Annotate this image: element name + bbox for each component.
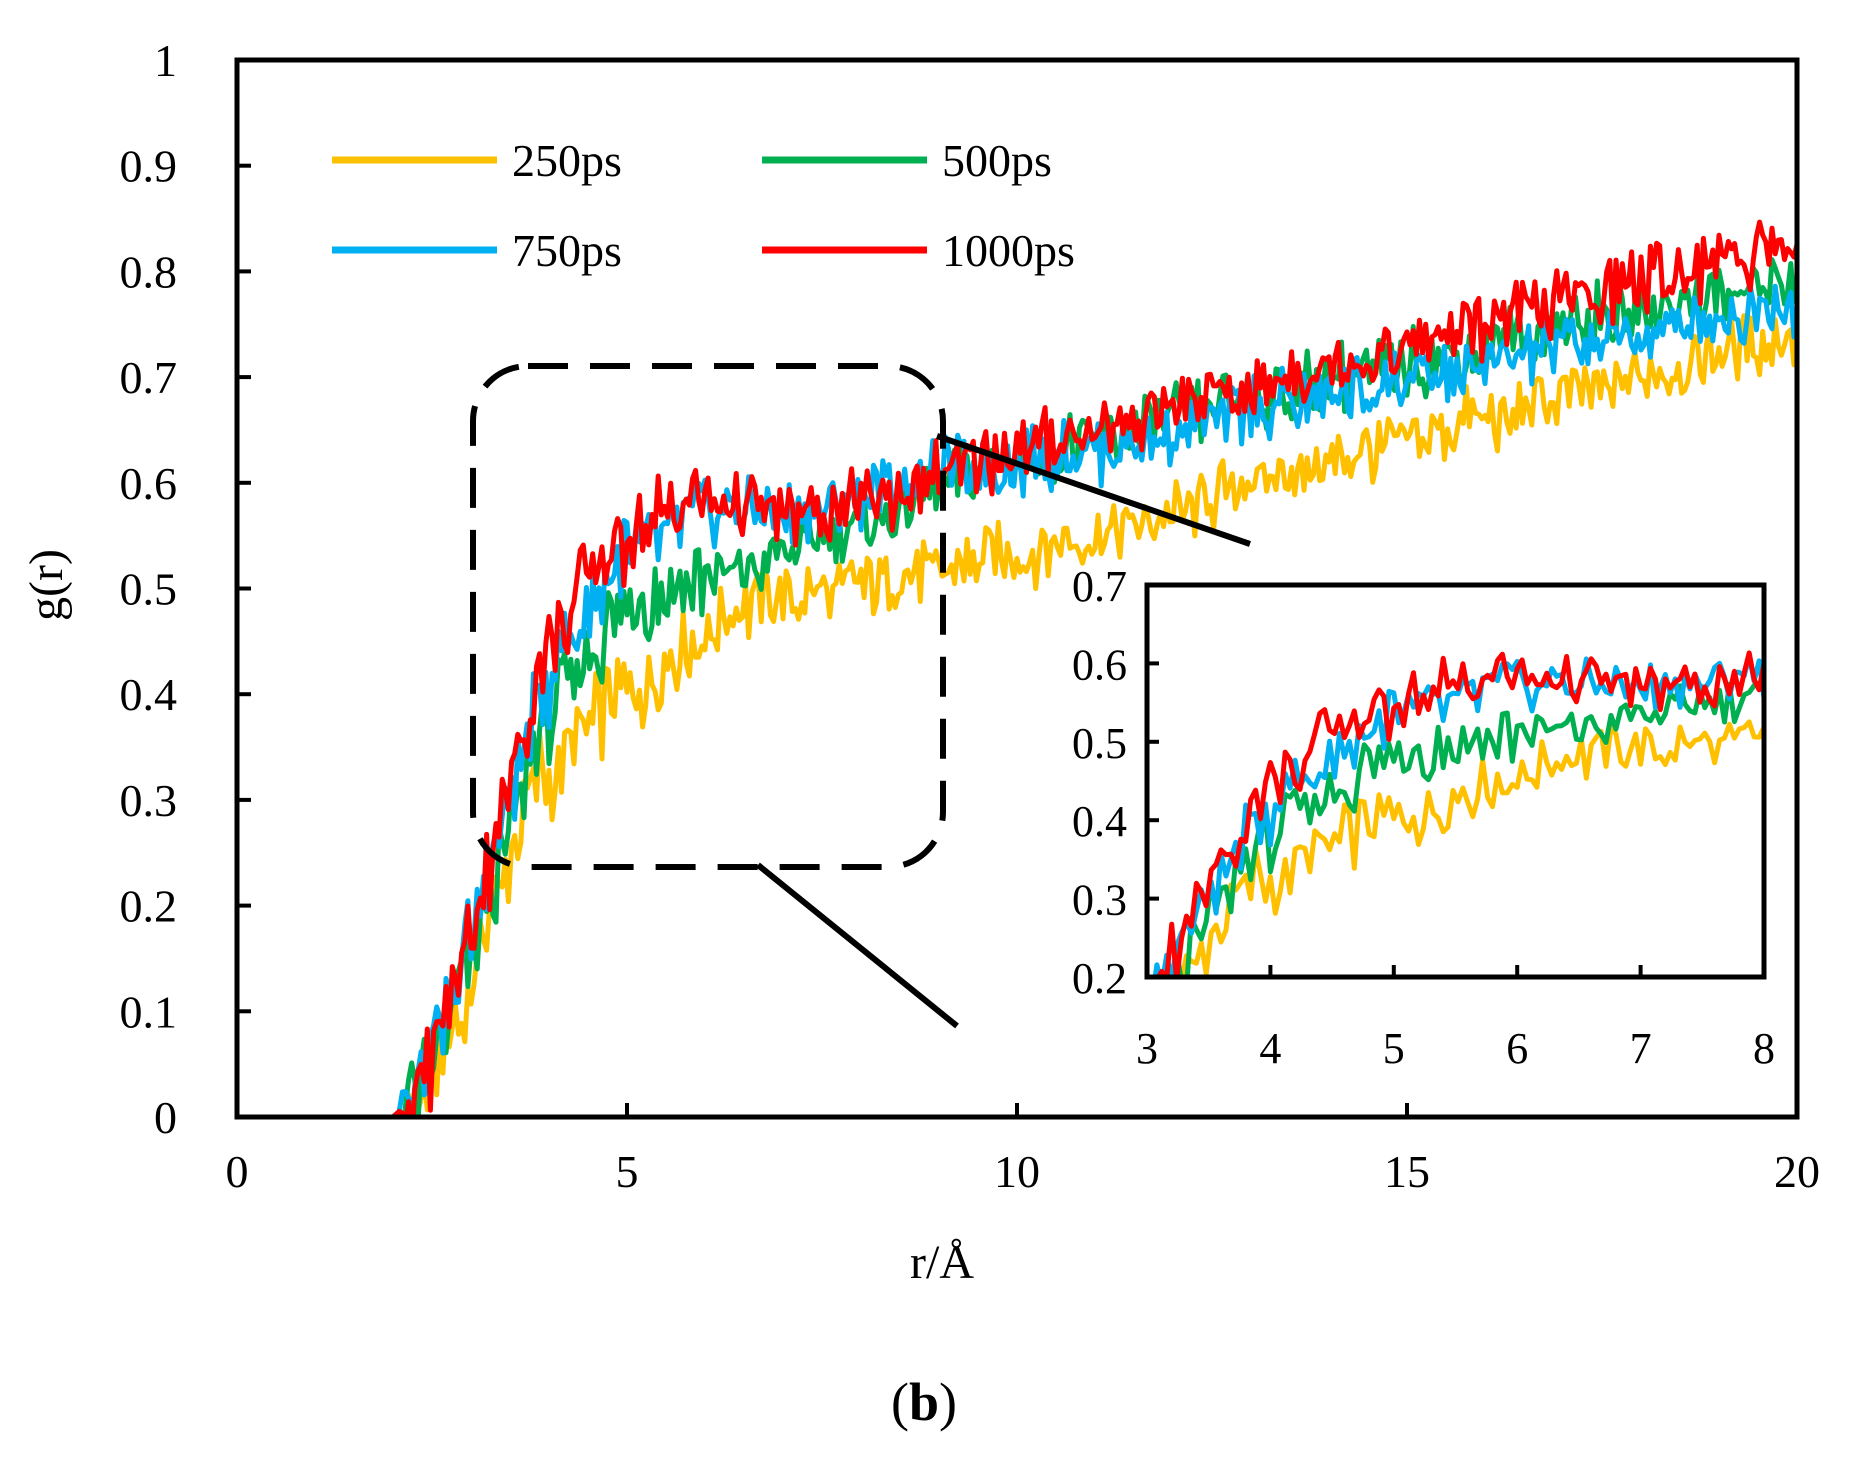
inset-x-tick-label: 6	[1506, 1024, 1528, 1073]
zoom-connector-lower	[756, 862, 959, 1029]
y-tick-label: 0	[154, 1092, 177, 1143]
y-tick-label: 1	[154, 35, 177, 86]
x-tick-label: 15	[1384, 1146, 1430, 1197]
y-tick-label: 0.7	[120, 352, 178, 403]
y-tick-label: 0.5	[120, 564, 178, 615]
panel-label-letter: b	[909, 1372, 939, 1432]
legend: 250ps 500ps 750ps 1000ps	[332, 135, 1075, 276]
inset-y-tick-label: 0.4	[1072, 797, 1127, 846]
y-tick-label: 0.1	[120, 986, 178, 1037]
inset-series-line-250ps	[1173, 719, 1764, 977]
x-tick-label: 0	[226, 1146, 249, 1197]
inset-x-tick-label: 8	[1753, 1024, 1775, 1073]
inset-x-tick-label: 5	[1383, 1024, 1405, 1073]
legend-label-250ps: 250ps	[512, 135, 622, 186]
inset-background	[1147, 585, 1764, 977]
x-tick-label: 10	[994, 1146, 1040, 1197]
inset-series-line-750ps	[1152, 653, 1764, 977]
inset-y-tick-label: 0.7	[1072, 562, 1127, 611]
legend-label-500ps: 500ps	[942, 135, 1052, 186]
zoom-region-box	[470, 363, 946, 870]
inset-y-tick-label: 0.5	[1072, 719, 1127, 768]
inset-y-tick-label: 0.2	[1072, 954, 1127, 1003]
panel-label-close: )	[939, 1372, 957, 1432]
inset-x-tick-label: 3	[1136, 1024, 1158, 1073]
inset-x-tick-label: 4	[1259, 1024, 1281, 1073]
inset-x-tick-label: 7	[1630, 1024, 1652, 1073]
inset-series-group	[1152, 650, 1764, 977]
y-tick-label: 0.8	[120, 246, 178, 297]
inset-series-line-500ps	[1161, 678, 1764, 977]
zoom-connector-upper	[936, 433, 1251, 547]
inset-y-tick-label: 0.3	[1072, 876, 1127, 925]
y-tick-label: 0.6	[120, 458, 178, 509]
inset-series-line-1000ps	[1155, 650, 1764, 977]
main-series-group	[237, 219, 1797, 1117]
legend-label-750ps: 750ps	[512, 225, 622, 276]
y-tick-label: 0.9	[120, 141, 178, 192]
inset-y-tick-label: 0.6	[1072, 640, 1127, 689]
x-axis-title: r/Å	[910, 1236, 974, 1289]
inset-plot-frame	[1144, 582, 1767, 980]
y-axis-title: g(r)	[20, 549, 73, 621]
y-tick-label: 0.3	[120, 775, 178, 826]
y-tick-label: 0.4	[120, 669, 178, 720]
main-tick-group: 0 5 10 15 20 0 0.1 0.2 0.3 0.4 0.5 0.6 0.7 0.8 0.9 1	[120, 35, 1821, 1197]
legend-label-1000ps: 1000ps	[942, 225, 1075, 276]
inset-tick-group: 3 4 5 6 7 8 0.2 0.3 0.4 0.5 0.6 0.7	[1072, 562, 1775, 1073]
series-line-1000ps	[237, 219, 1797, 1117]
panel-label: (b)	[891, 1372, 957, 1432]
x-tick-label: 20	[1774, 1146, 1820, 1197]
x-tick-label: 5	[616, 1146, 639, 1197]
y-tick-label: 0.2	[120, 881, 178, 932]
panel-label-open: (	[891, 1372, 909, 1432]
